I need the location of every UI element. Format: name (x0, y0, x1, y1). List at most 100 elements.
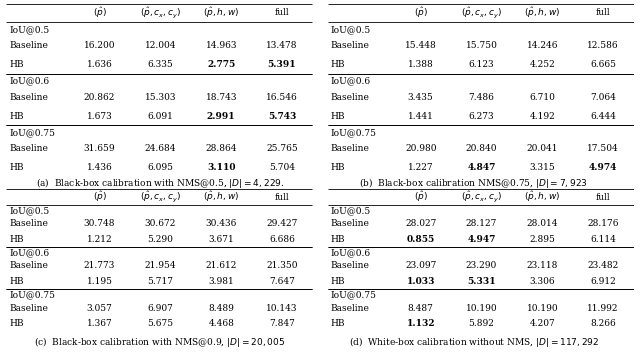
Text: 16.200: 16.200 (84, 41, 115, 50)
Text: 28.014: 28.014 (527, 219, 558, 228)
Text: Baseline: Baseline (331, 144, 369, 154)
Text: 18.743: 18.743 (205, 93, 237, 102)
Text: IoU@0.75: IoU@0.75 (10, 128, 56, 137)
Text: 29.427: 29.427 (266, 219, 298, 228)
Text: 5.290: 5.290 (147, 235, 173, 244)
Text: 4.947: 4.947 (467, 235, 496, 244)
Text: 13.478: 13.478 (266, 41, 298, 50)
Text: 20.041: 20.041 (527, 144, 558, 154)
Text: 6.095: 6.095 (147, 163, 173, 172)
Text: 14.963: 14.963 (205, 41, 237, 50)
Text: 20.980: 20.980 (405, 144, 436, 154)
Text: 4.847: 4.847 (467, 163, 496, 172)
Text: 17.504: 17.504 (588, 144, 619, 154)
Text: (c)  Black-box calibration with NMS@0.9, $|D| = 20,005$: (c) Black-box calibration with NMS@0.9, … (35, 336, 285, 349)
Text: 5.717: 5.717 (147, 277, 173, 286)
Text: 23.097: 23.097 (405, 262, 436, 270)
Text: 25.765: 25.765 (266, 144, 298, 154)
Text: 28.176: 28.176 (588, 219, 619, 228)
Text: 6.114: 6.114 (590, 235, 616, 244)
Text: 2.895: 2.895 (529, 235, 556, 244)
Text: 14.246: 14.246 (527, 41, 558, 50)
Text: 7.064: 7.064 (590, 93, 616, 102)
Text: 24.684: 24.684 (145, 144, 176, 154)
Text: $(\hat{p})$: $(\hat{p})$ (93, 190, 106, 204)
Text: $(\hat{p})$: $(\hat{p})$ (413, 6, 428, 20)
Text: 4.192: 4.192 (529, 112, 556, 121)
Text: IoU@0.6: IoU@0.6 (331, 76, 371, 85)
Text: 7.486: 7.486 (468, 93, 495, 102)
Text: full: full (596, 8, 611, 17)
Text: 1.636: 1.636 (86, 60, 113, 69)
Text: 8.266: 8.266 (590, 319, 616, 328)
Text: Baseline: Baseline (331, 41, 369, 50)
Text: 2.775: 2.775 (207, 60, 236, 69)
Text: 3.315: 3.315 (529, 163, 556, 172)
Text: HB: HB (331, 235, 345, 244)
Text: 10.143: 10.143 (266, 304, 298, 313)
Text: HB: HB (331, 163, 345, 172)
Text: 5.704: 5.704 (269, 163, 295, 172)
Text: 21.954: 21.954 (145, 262, 176, 270)
Text: (d)  White-box calibration without NMS, $|D| = 117,292$: (d) White-box calibration without NMS, $… (349, 336, 599, 349)
Text: 3.057: 3.057 (86, 304, 113, 313)
Text: 10.190: 10.190 (527, 304, 558, 313)
Text: 1.227: 1.227 (408, 163, 433, 172)
Text: 31.659: 31.659 (84, 144, 115, 154)
Text: 12.586: 12.586 (588, 41, 619, 50)
Text: 3.306: 3.306 (529, 277, 555, 286)
Text: 5.331: 5.331 (467, 277, 496, 286)
Text: $(\hat{p}, h, w)$: $(\hat{p}, h, w)$ (524, 190, 561, 204)
Text: 1.436: 1.436 (86, 163, 113, 172)
Text: HB: HB (331, 277, 345, 286)
Text: IoU@0.75: IoU@0.75 (331, 290, 377, 299)
Text: Baseline: Baseline (10, 93, 49, 102)
Text: $(\hat{p}, h, w)$: $(\hat{p}, h, w)$ (203, 190, 239, 204)
Text: 1.195: 1.195 (86, 277, 113, 286)
Text: HB: HB (10, 319, 24, 328)
Text: 6.444: 6.444 (590, 112, 616, 121)
Text: 3.435: 3.435 (408, 93, 433, 102)
Text: 1.212: 1.212 (87, 235, 113, 244)
Text: 10.190: 10.190 (466, 304, 497, 313)
Text: 11.992: 11.992 (588, 304, 619, 313)
Text: Baseline: Baseline (331, 219, 369, 228)
Text: 21.773: 21.773 (84, 262, 115, 270)
Text: 6.091: 6.091 (147, 112, 173, 121)
Text: 5.675: 5.675 (147, 319, 173, 328)
Text: Baseline: Baseline (10, 144, 49, 154)
Text: 20.862: 20.862 (84, 93, 115, 102)
Text: 1.367: 1.367 (86, 319, 113, 328)
Text: $(\hat{p}, c_x, c_y)$: $(\hat{p}, c_x, c_y)$ (461, 190, 502, 204)
Text: HB: HB (10, 235, 24, 244)
Text: 5.391: 5.391 (268, 60, 296, 69)
Text: HB: HB (331, 60, 345, 69)
Text: IoU@0.5: IoU@0.5 (10, 206, 50, 215)
Text: 8.489: 8.489 (208, 304, 234, 313)
Text: 20.840: 20.840 (466, 144, 497, 154)
Text: IoU@0.75: IoU@0.75 (10, 290, 56, 299)
Text: Baseline: Baseline (331, 262, 369, 270)
Text: $(\hat{p})$: $(\hat{p})$ (93, 6, 106, 20)
Text: 15.448: 15.448 (405, 41, 436, 50)
Text: 6.686: 6.686 (269, 235, 295, 244)
Text: 21.350: 21.350 (266, 262, 298, 270)
Text: (b)  Black-box calibration NMS@0.75, $|D| = 7,923$: (b) Black-box calibration NMS@0.75, $|D|… (359, 176, 588, 190)
Text: 6.273: 6.273 (468, 112, 494, 121)
Text: 28.864: 28.864 (205, 144, 237, 154)
Text: Baseline: Baseline (10, 41, 49, 50)
Text: IoU@0.5: IoU@0.5 (10, 25, 50, 34)
Text: $(\hat{p}, c_x, c_y)$: $(\hat{p}, c_x, c_y)$ (140, 6, 181, 20)
Text: 16.546: 16.546 (266, 93, 298, 102)
Text: IoU@0.6: IoU@0.6 (10, 248, 50, 257)
Text: full: full (275, 193, 289, 201)
Text: 7.647: 7.647 (269, 277, 295, 286)
Text: IoU@0.5: IoU@0.5 (331, 25, 371, 34)
Text: (a)  Black-box calibration with NMS@0.5, $|D| = 4,229$.: (a) Black-box calibration with NMS@0.5, … (36, 176, 284, 190)
Text: 23.118: 23.118 (527, 262, 558, 270)
Text: 6.907: 6.907 (147, 304, 173, 313)
Text: 6.665: 6.665 (590, 60, 616, 69)
Text: Baseline: Baseline (10, 219, 49, 228)
Text: 1.033: 1.033 (406, 277, 435, 286)
Text: 4.974: 4.974 (589, 163, 618, 172)
